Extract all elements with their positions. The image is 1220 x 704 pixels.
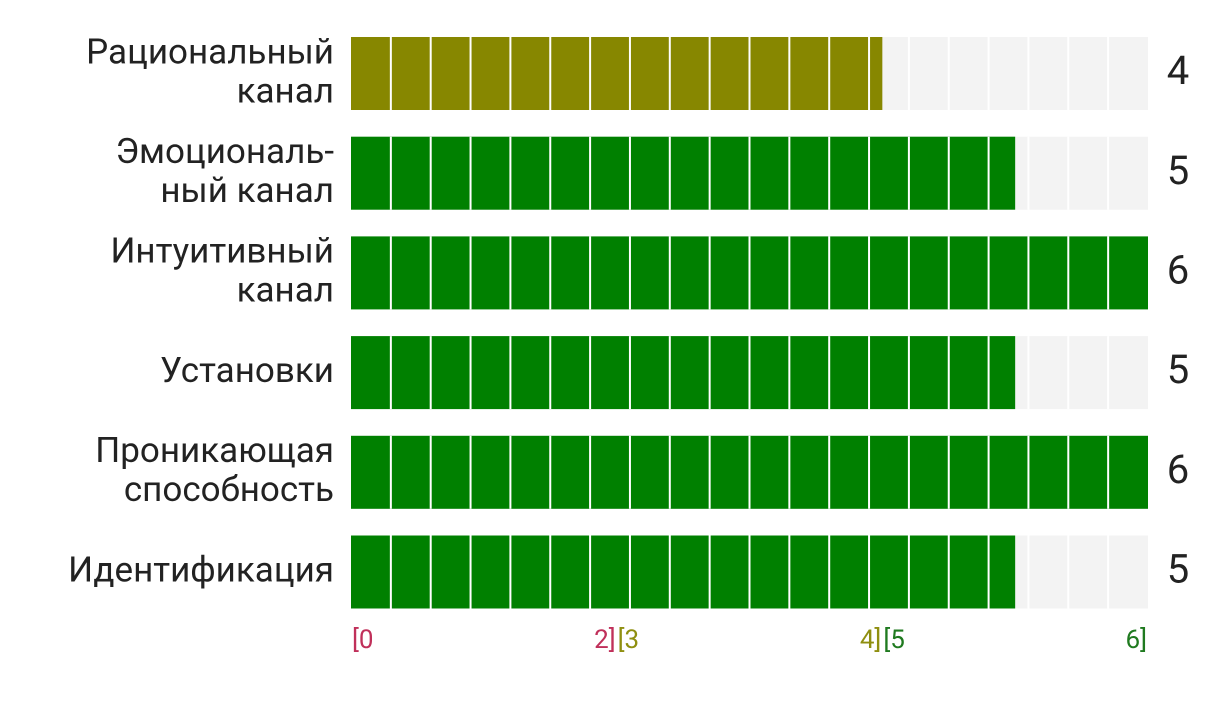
bar — [351, 37, 883, 110]
bar — [351, 535, 1016, 609]
category-label: способность — [124, 469, 334, 510]
value-label: 5 — [1167, 147, 1189, 194]
value-label: 5 — [1167, 346, 1189, 393]
value-label: 5 — [1167, 546, 1189, 593]
x-tick-label: [3 — [618, 625, 640, 655]
value-label: 6 — [1167, 446, 1189, 493]
bar — [351, 136, 1016, 210]
category-label: ный канал — [160, 170, 334, 211]
x-tick-label: 4] — [860, 625, 882, 655]
category-label: Эмоциональ- — [115, 131, 334, 172]
category-label: канал — [237, 270, 334, 311]
x-tick-label: 2] — [594, 625, 616, 655]
category-label: Установки — [160, 350, 334, 391]
x-tick-label: [5 — [883, 625, 905, 655]
x-tick-label: [0 — [352, 625, 374, 655]
value-label: 6 — [1167, 246, 1189, 293]
category-label: Проникающая — [95, 430, 334, 471]
value-label: 4 — [1167, 47, 1189, 94]
bar — [351, 336, 1016, 410]
category-label: Рациональный — [86, 31, 334, 72]
category-label: канал — [237, 70, 334, 111]
category-label: Идентификация — [68, 549, 334, 590]
category-label: Интуитивный — [110, 231, 334, 272]
x-tick-label: 6] — [1125, 625, 1147, 655]
